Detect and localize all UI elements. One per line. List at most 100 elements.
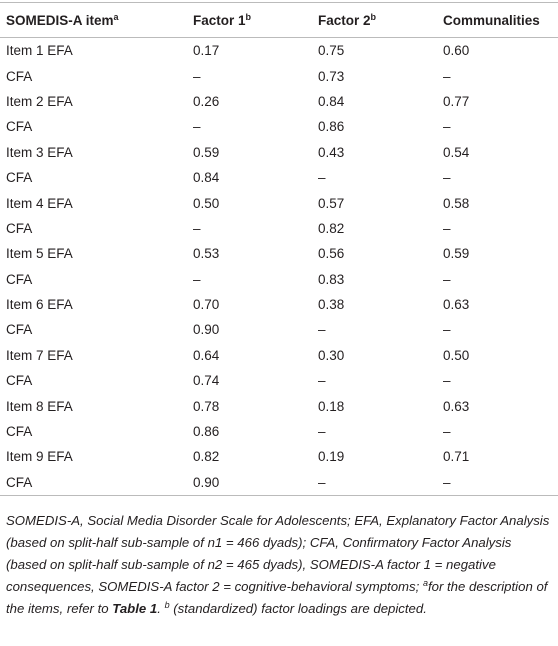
table-cell: 0.77 (443, 93, 470, 109)
table-cell: 0.19 (318, 449, 345, 465)
table-cell: Item 8 EFA (6, 398, 73, 414)
table-cell: 0.75 (318, 43, 345, 59)
table-cell: Item 6 EFA (6, 297, 73, 313)
table-cell: 0.64 (193, 347, 220, 363)
table-cell: – (443, 119, 451, 135)
table-cell: Item 2 EFA (6, 93, 73, 109)
table-cell: 0.71 (443, 449, 470, 465)
table-cell: 0.73 (318, 68, 345, 84)
table-cell: 0.83 (318, 271, 345, 287)
header-row: SOMEDIS-A itema Factor 1b Factor 2b Communa… (0, 2, 558, 38)
header-text: SOMEDIS-A item (6, 12, 114, 28)
table-cell: CFA (6, 271, 33, 287)
column-header: Factor 2b (312, 2, 437, 38)
table-cell: 0.59 (193, 144, 220, 160)
footnote-sup: b (164, 600, 170, 611)
table-cell: CFA (6, 322, 33, 338)
table-row: Item 1 EFA 0.17 0.75 0.60 (0, 38, 558, 64)
table-cell: 0.90 (193, 322, 220, 338)
table-cell: 0.60 (443, 43, 470, 59)
table-cell: 0.86 (193, 424, 220, 440)
table-cell: – (193, 119, 201, 135)
table-row: CFA – 0.86 – (0, 114, 558, 139)
table-cell: 0.17 (193, 43, 220, 59)
table-cell: CFA (6, 220, 33, 236)
table-cell: 0.18 (318, 398, 345, 414)
table-cell: 0.50 (443, 347, 470, 363)
table-row: Item 2 EFA 0.26 0.84 0.77 (0, 89, 558, 114)
table-row: Item 4 EFA 0.50 0.57 0.58 (0, 190, 558, 215)
table-cell: CFA (6, 68, 33, 84)
table-cell: 0.84 (318, 93, 345, 109)
column-header: Factor 1b (187, 2, 312, 38)
table-cell: CFA (6, 424, 33, 440)
table-cell: – (443, 322, 451, 338)
table-cell: 0.63 (443, 297, 470, 313)
table-cell: – (437, 469, 558, 497)
table-body: Item 1 EFA 0.17 0.75 0.60 CFA – 0.73 – Item 2 EF… (0, 38, 558, 497)
table-row: CFA – 0.83 – (0, 267, 558, 292)
table-cell: 0.26 (193, 93, 220, 109)
header-sup: b (370, 11, 377, 22)
table-row: CFA 0.74 – – (0, 368, 558, 393)
table-cell: – (318, 322, 326, 338)
footnote-sup: a (422, 578, 428, 589)
table-cell: CFA (6, 119, 33, 135)
footnote-ref: Table 1 (112, 601, 158, 617)
table-row: CFA – 0.82 – (0, 216, 558, 241)
column-header: Communalities (437, 2, 558, 38)
footnote-text: (standardized) factor loadings are depic… (169, 601, 427, 617)
table-cell: 0.70 (193, 297, 220, 313)
table-cell: 0.84 (193, 170, 220, 186)
table-cell: – (318, 170, 326, 186)
footnote-text: for the description of the items, refer … (6, 579, 548, 617)
table-cell: 0.63 (443, 398, 470, 414)
table-cell: 0.90 (187, 469, 312, 497)
header-text: Factor 2 (318, 12, 371, 28)
table-cell: 0.53 (193, 246, 220, 262)
table-cell: – (443, 271, 451, 287)
table-cell: 0.54 (443, 144, 470, 160)
table-cell: 0.50 (193, 195, 220, 211)
table-cell: 0.30 (318, 347, 345, 363)
table-cell: 0.86 (318, 119, 345, 135)
footnote: SOMEDIS-A, Social Media Disorder Scale f… (6, 510, 552, 620)
header-sup: a (113, 11, 119, 22)
table-row: Item 5 EFA 0.53 0.56 0.59 (0, 241, 558, 266)
table-cell: 0.43 (318, 144, 345, 160)
column-header: SOMEDIS-A itema (0, 2, 187, 38)
table-cell: Item 1 EFA (6, 43, 73, 59)
table-cell: – (193, 68, 201, 84)
table-cell: Item 5 EFA (6, 246, 73, 262)
table-cell: CFA (6, 373, 33, 389)
table-cell: CFA (6, 170, 33, 186)
table-cell: – (318, 373, 326, 389)
table-cell: 0.38 (318, 297, 345, 313)
table-cell: 0.57 (318, 195, 345, 211)
table-row: Item 9 EFA 0.82 0.19 0.71 (0, 444, 558, 469)
table-row: Item 3 EFA 0.59 0.43 0.54 (0, 140, 558, 165)
table-cell: Item 4 EFA (6, 195, 73, 211)
header-text: Factor 1 (193, 12, 246, 28)
table-cell: – (193, 220, 201, 236)
table-cell: Item 7 EFA (6, 347, 73, 363)
table-cell: 0.59 (443, 246, 470, 262)
table-row: CFA – 0.73 – (0, 63, 558, 88)
table-cell: – (193, 271, 201, 287)
table-cell: 0.82 (193, 449, 220, 465)
table-row: CFA 0.86 – – (0, 419, 558, 444)
table-cell: Item 3 EFA (6, 144, 73, 160)
table-cell: – (318, 424, 326, 440)
table-cell: Item 9 EFA (6, 449, 73, 465)
table-cell: – (443, 373, 451, 389)
table-cell: – (443, 170, 451, 186)
table-row: Item 6 EFA 0.70 0.38 0.63 (0, 292, 558, 317)
table-cell: – (443, 68, 451, 84)
footnote-text: . (157, 601, 165, 617)
table-row: CFA 0.90 – – (0, 317, 558, 342)
header-text: Communalities (443, 12, 540, 28)
footnote-text: SOMEDIS-A, Social Media Disorder Scale f… (6, 513, 550, 595)
factor-table: SOMEDIS-A itema Factor 1b Factor 2b Communa… (0, 2, 558, 497)
header-sup: b (245, 11, 252, 22)
